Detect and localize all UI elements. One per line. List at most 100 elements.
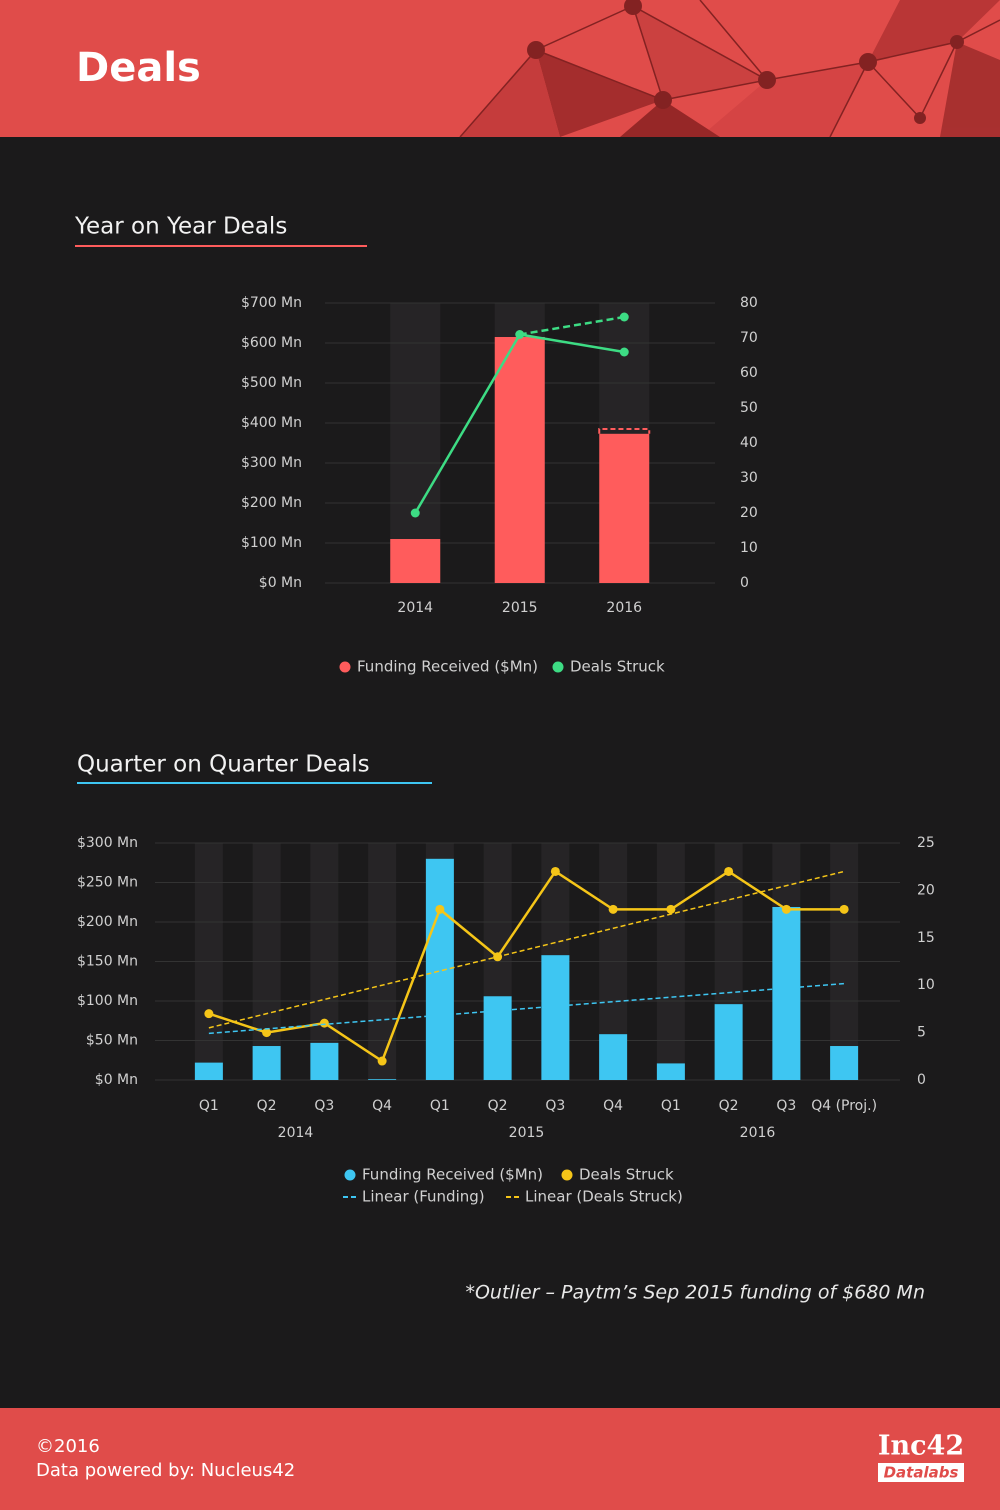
x-tick-label: Q1 (430, 1098, 450, 1114)
bar (830, 1046, 859, 1080)
legend-label: Linear (Funding) (362, 1188, 485, 1206)
y2-tick-label: 70 (740, 330, 758, 346)
bar (390, 539, 441, 583)
point (608, 904, 618, 914)
line (208, 869, 845, 1063)
y2-tick-label: 0 (740, 575, 749, 591)
bar (599, 1034, 628, 1080)
trend-line (208, 982, 845, 1035)
column-background (390, 303, 441, 583)
source: Data powered by: Nucleus42 (36, 1460, 295, 1481)
point (262, 1028, 272, 1038)
projected-line (519, 315, 625, 336)
x-tick-label: 2015 (502, 600, 538, 616)
y2-tick-label: 80 (740, 295, 758, 311)
bar (310, 1042, 339, 1080)
y2-tick-label: 20 (740, 505, 758, 521)
point (666, 904, 676, 914)
copyright: ©2016 (36, 1436, 100, 1457)
point (550, 866, 560, 876)
logo-sub: Datalabs (884, 1464, 959, 1482)
bar (599, 433, 650, 583)
footnote: *Outlier – Paytm’s Sep 2015 funding of $… (465, 1282, 925, 1304)
y-tick-label: $200 Mn (241, 495, 302, 511)
y-tick-label: $400 Mn (241, 415, 302, 431)
bar (425, 858, 454, 1080)
y-tick-label: $0 Mn (95, 1072, 138, 1088)
y2-tick-label: 0 (917, 1072, 926, 1088)
point (435, 904, 445, 914)
chart-title: Year on Year Deals (74, 214, 287, 240)
x-tick-label: Q3 (776, 1098, 796, 1114)
point (515, 330, 525, 339)
y2-tick-label: 15 (917, 930, 935, 946)
y-tick-label: $200 Mn (77, 914, 138, 930)
footer-band (0, 1408, 1000, 1510)
point (204, 1009, 214, 1019)
legend-label: Deals Struck (570, 658, 665, 676)
legend-label: Deals Struck (579, 1166, 674, 1184)
y2-tick-label: 30 (740, 470, 758, 486)
y2-tick-label: 10 (740, 540, 758, 556)
x-tick-label: Q1 (661, 1098, 681, 1114)
bar (494, 337, 545, 583)
bar (541, 955, 570, 1080)
y2-tick-label: 60 (740, 365, 758, 381)
x-tick-label: 2016 (606, 600, 642, 616)
y-tick-label: $300 Mn (77, 835, 138, 851)
x-tick-label: Q4 (603, 1098, 623, 1114)
y2-tick-label: 5 (917, 1025, 926, 1041)
point (724, 866, 734, 876)
y-tick-label: $250 Mn (77, 875, 138, 891)
y2-tick-label: 10 (917, 977, 935, 993)
legend-swatch (561, 1169, 573, 1181)
y-tick-label: $100 Mn (241, 535, 302, 551)
projected-point (619, 312, 629, 322)
legend-swatch (552, 661, 564, 673)
logo: Inc42 (878, 1431, 964, 1462)
y-tick-label: $150 Mn (77, 954, 138, 970)
x-group-label: 2014 (278, 1125, 314, 1141)
point (410, 508, 420, 518)
legend-label: Funding Received ($Mn) (357, 658, 538, 676)
x-tick-label: Q3 (314, 1098, 334, 1114)
x-tick-label: Q4 (Proj.) (811, 1098, 877, 1114)
bar (252, 1046, 281, 1080)
y-tick-label: $300 Mn (241, 455, 302, 471)
bar (194, 1062, 223, 1080)
header-decoration (459, 0, 1000, 138)
legend-label: Funding Received ($Mn) (362, 1166, 543, 1184)
x-tick-label: Q3 (545, 1098, 565, 1114)
x-tick-label: Q4 (372, 1098, 392, 1114)
point (377, 1056, 387, 1066)
chart-title: Quarter on Quarter Deals (77, 752, 370, 778)
y-tick-label: $50 Mn (86, 1033, 138, 1049)
bar (772, 906, 801, 1080)
y2-tick-label: 25 (917, 835, 935, 851)
point (839, 904, 849, 914)
y-tick-label: $700 Mn (241, 295, 302, 311)
projected-bar (598, 428, 651, 434)
x-tick-label: Q2 (719, 1098, 739, 1114)
y2-tick-label: 50 (740, 400, 758, 416)
trend-line (208, 870, 845, 1029)
bar (656, 1063, 685, 1080)
logo-box (878, 1463, 964, 1482)
legend-swatch (344, 1169, 356, 1181)
point (319, 1018, 329, 1028)
bar (368, 1079, 397, 1080)
x-group-label: 2016 (740, 1125, 776, 1141)
x-tick-label: Q1 (199, 1098, 219, 1114)
point (619, 347, 629, 357)
legend-swatch (339, 661, 351, 673)
y2-tick-label: 20 (917, 882, 935, 898)
bar (714, 1004, 743, 1080)
bar (483, 996, 512, 1080)
y-tick-label: $100 Mn (77, 993, 138, 1009)
x-tick-label: 2014 (397, 600, 433, 616)
x-tick-label: Q2 (488, 1098, 508, 1114)
legend-label: Linear (Deals Struck) (525, 1188, 683, 1206)
point (781, 904, 791, 914)
y-tick-label: $600 Mn (241, 335, 302, 351)
